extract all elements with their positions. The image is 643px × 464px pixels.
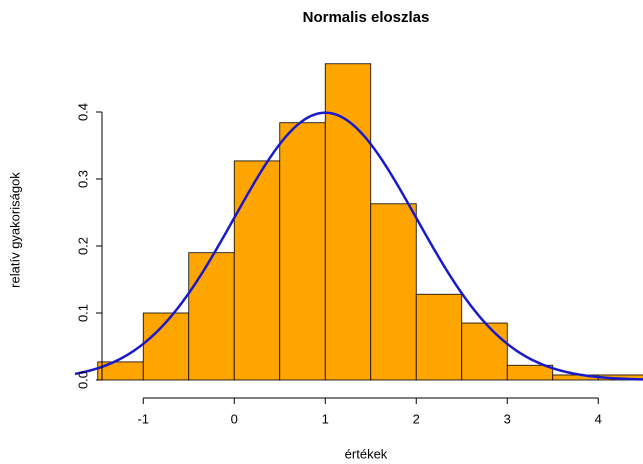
- bar: [324, 63, 372, 381]
- bar: [415, 293, 463, 381]
- x-tick-label: 1: [322, 411, 329, 426]
- bar: [506, 364, 554, 381]
- y-tick-label: 0.3: [75, 170, 90, 188]
- y-tick-label: 0.0: [75, 371, 90, 389]
- bar: [279, 122, 326, 381]
- bar: [188, 252, 235, 381]
- bar: [370, 203, 417, 381]
- y-axis-label: relatív gyakoriságok: [7, 172, 22, 288]
- bar: [142, 312, 190, 381]
- y-tick-label: 0.2: [75, 237, 90, 255]
- x-tick-label: 4: [595, 411, 602, 426]
- x-tick-label: 0: [231, 411, 238, 426]
- y-tick-label: 0.1: [75, 304, 90, 322]
- chart-title: Normalis eloszlas: [303, 9, 430, 26]
- x-tick-label: 2: [413, 411, 420, 426]
- x-tick-label: -1: [137, 411, 149, 426]
- x-tick-label: 3: [504, 411, 511, 426]
- density-curve: [74, 111, 643, 381]
- bar: [233, 160, 281, 381]
- bar: [461, 322, 508, 381]
- y-tick-label: 0.4: [75, 103, 90, 121]
- x-axis-label: értékek: [345, 446, 388, 461]
